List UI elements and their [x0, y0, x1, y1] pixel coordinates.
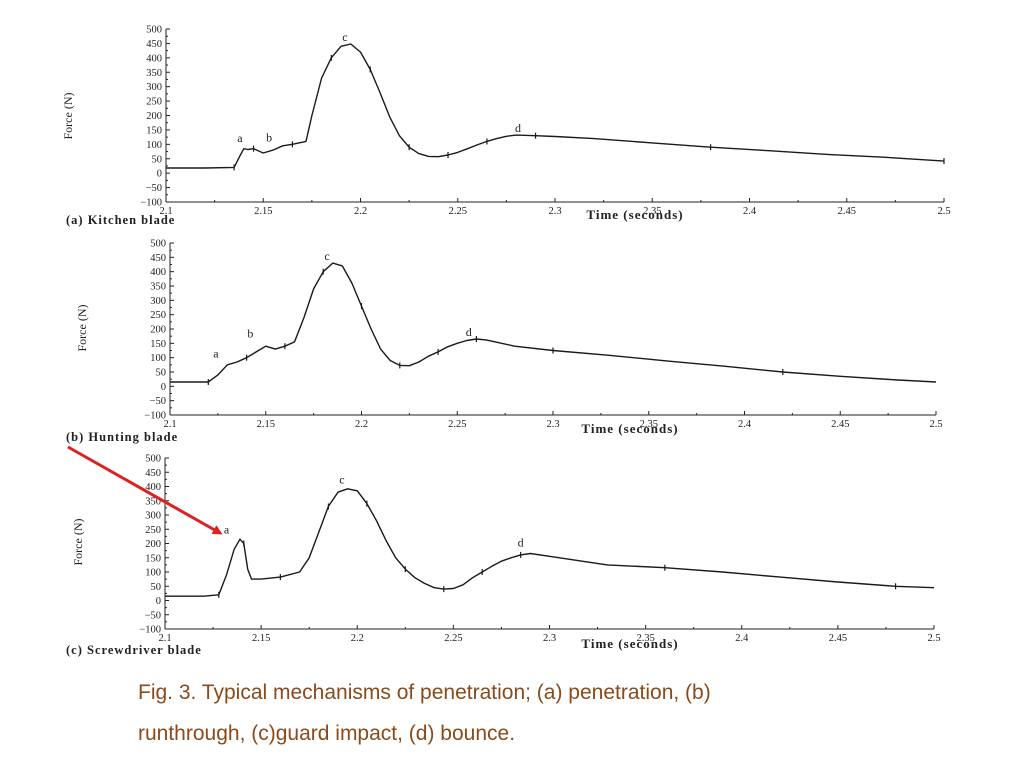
y-tick-label: −100 — [139, 625, 161, 636]
y-tick-label: 500 — [146, 25, 162, 36]
y-tick-label: −100 — [140, 198, 162, 209]
arrow-shaft — [67, 445, 223, 535]
x-tick-label: 2.2 — [351, 633, 364, 644]
force-series-line — [166, 43, 945, 169]
y-tick-label: 250 — [150, 310, 166, 321]
x-tick-label: 2.45 — [838, 206, 856, 217]
y-tick-label: 500 — [145, 454, 161, 465]
y-axis-title: Force (N) — [71, 519, 85, 566]
annotation-c: c — [342, 30, 347, 44]
y-tick-label: 400 — [145, 482, 161, 493]
y-tick-label: 150 — [146, 125, 162, 136]
y-tick-label: 400 — [146, 53, 162, 64]
x-tick-label: 2.2 — [355, 419, 368, 430]
x-tick-label: 2.15 — [257, 419, 275, 430]
y-tick-label: 450 — [146, 39, 162, 50]
y-tick-label: 100 — [150, 353, 166, 364]
y-tick-label: 450 — [145, 468, 161, 479]
x-tick-label: 2.15 — [254, 206, 272, 217]
x-tick-label: 2.4 — [738, 419, 752, 430]
annotation-a: a — [224, 523, 230, 537]
caption-line-2: runthrough, (c)guard impact, (d) bounce. — [138, 722, 516, 745]
y-tick-label: 450 — [150, 253, 166, 264]
x-tick-label: 2.15 — [252, 633, 270, 644]
annotation-d: d — [466, 325, 472, 339]
x-axis-title: Time (seconds) — [581, 636, 678, 651]
chart-panel-2: 500450400350300250200150100500−50−1002.1… — [66, 454, 941, 658]
y-tick-label: −100 — [144, 411, 166, 422]
y-tick-label: 0 — [156, 596, 161, 607]
y-tick-label: 200 — [146, 111, 162, 122]
figure-caption: Fig. 3. Typical mechanisms of penetratio… — [138, 672, 898, 754]
highlight-arrow-icon — [67, 445, 223, 535]
y-tick-label: −50 — [150, 396, 166, 407]
y-tick-label: 350 — [146, 68, 162, 79]
y-tick-label: 250 — [145, 525, 161, 536]
annotation-c: c — [339, 473, 344, 487]
x-tick-label: 2.2 — [354, 206, 367, 217]
x-tick-label: 2.5 — [927, 633, 940, 644]
x-tick-label: 2.1 — [163, 419, 176, 430]
x-tick-label: 2.35 — [636, 633, 654, 644]
y-tick-label: 200 — [150, 325, 166, 336]
panel-caption: (b) Hunting blade — [66, 430, 178, 444]
annotation-a: a — [213, 347, 219, 361]
y-tick-label: 400 — [150, 267, 166, 278]
y-tick-label: 350 — [145, 496, 161, 507]
y-tick-label: 300 — [150, 296, 166, 307]
x-tick-label: 2.25 — [448, 419, 466, 430]
annotation-b: b — [266, 130, 272, 144]
x-tick-label: 2.4 — [735, 633, 749, 644]
y-tick-label: 500 — [150, 239, 166, 250]
y-tick-label: 350 — [150, 282, 166, 293]
panel-caption: (c) Screwdriver blade — [66, 643, 202, 657]
y-tick-label: −50 — [145, 610, 161, 621]
y-tick-label: 250 — [146, 97, 162, 108]
panel-caption: (a) Kitchen blade — [66, 213, 175, 227]
x-tick-label: 2.25 — [449, 206, 467, 217]
y-tick-label: 200 — [145, 539, 161, 550]
chart-panel-0: 500450400350300250200150100500−50−1002.1… — [61, 25, 951, 228]
y-tick-label: 150 — [145, 553, 161, 564]
caption-line-1: Fig. 3. Typical mechanisms of penetratio… — [138, 681, 711, 704]
y-tick-label: 0 — [161, 382, 166, 393]
force-series-line — [170, 262, 937, 383]
x-tick-label: 2.3 — [546, 419, 559, 430]
y-tick-label: 50 — [156, 368, 167, 379]
x-tick-label: 2.1 — [158, 633, 171, 644]
y-tick-label: 300 — [145, 511, 161, 522]
annotation-b: b — [247, 327, 253, 341]
annotation-d: d — [515, 121, 521, 135]
y-tick-label: 300 — [146, 82, 162, 93]
x-tick-label: 2.45 — [829, 633, 847, 644]
x-tick-label: 2.5 — [937, 206, 950, 217]
x-tick-label: 2.25 — [444, 633, 462, 644]
y-tick-label: −50 — [146, 183, 162, 194]
x-tick-label: 2.35 — [643, 206, 661, 217]
annotation-c: c — [324, 249, 329, 263]
y-axis-title: Force (N) — [75, 305, 89, 352]
y-tick-label: 100 — [145, 568, 161, 579]
y-tick-label: 150 — [150, 339, 166, 350]
y-tick-label: 0 — [157, 169, 162, 180]
x-axis-title: Time (seconds) — [586, 207, 683, 222]
x-tick-label: 2.45 — [831, 419, 849, 430]
x-tick-label: 2.3 — [548, 206, 561, 217]
force-series-line — [165, 488, 935, 597]
x-axis-title: Time (seconds) — [581, 421, 678, 436]
y-tick-label: 50 — [151, 582, 162, 593]
x-tick-label: 2.1 — [159, 206, 172, 217]
x-tick-label: 2.4 — [743, 206, 757, 217]
x-tick-label: 2.5 — [929, 419, 942, 430]
annotation-d: d — [518, 535, 524, 549]
y-axis-title: Force (N) — [61, 93, 75, 140]
annotation-a: a — [237, 131, 243, 145]
x-tick-label: 2.3 — [543, 633, 556, 644]
chart-panel-1: 500450400350300250200150100500−50−1002.1… — [66, 239, 943, 445]
y-tick-label: 50 — [152, 154, 163, 165]
y-tick-label: 100 — [146, 140, 162, 151]
x-tick-label: 2.35 — [640, 419, 658, 430]
